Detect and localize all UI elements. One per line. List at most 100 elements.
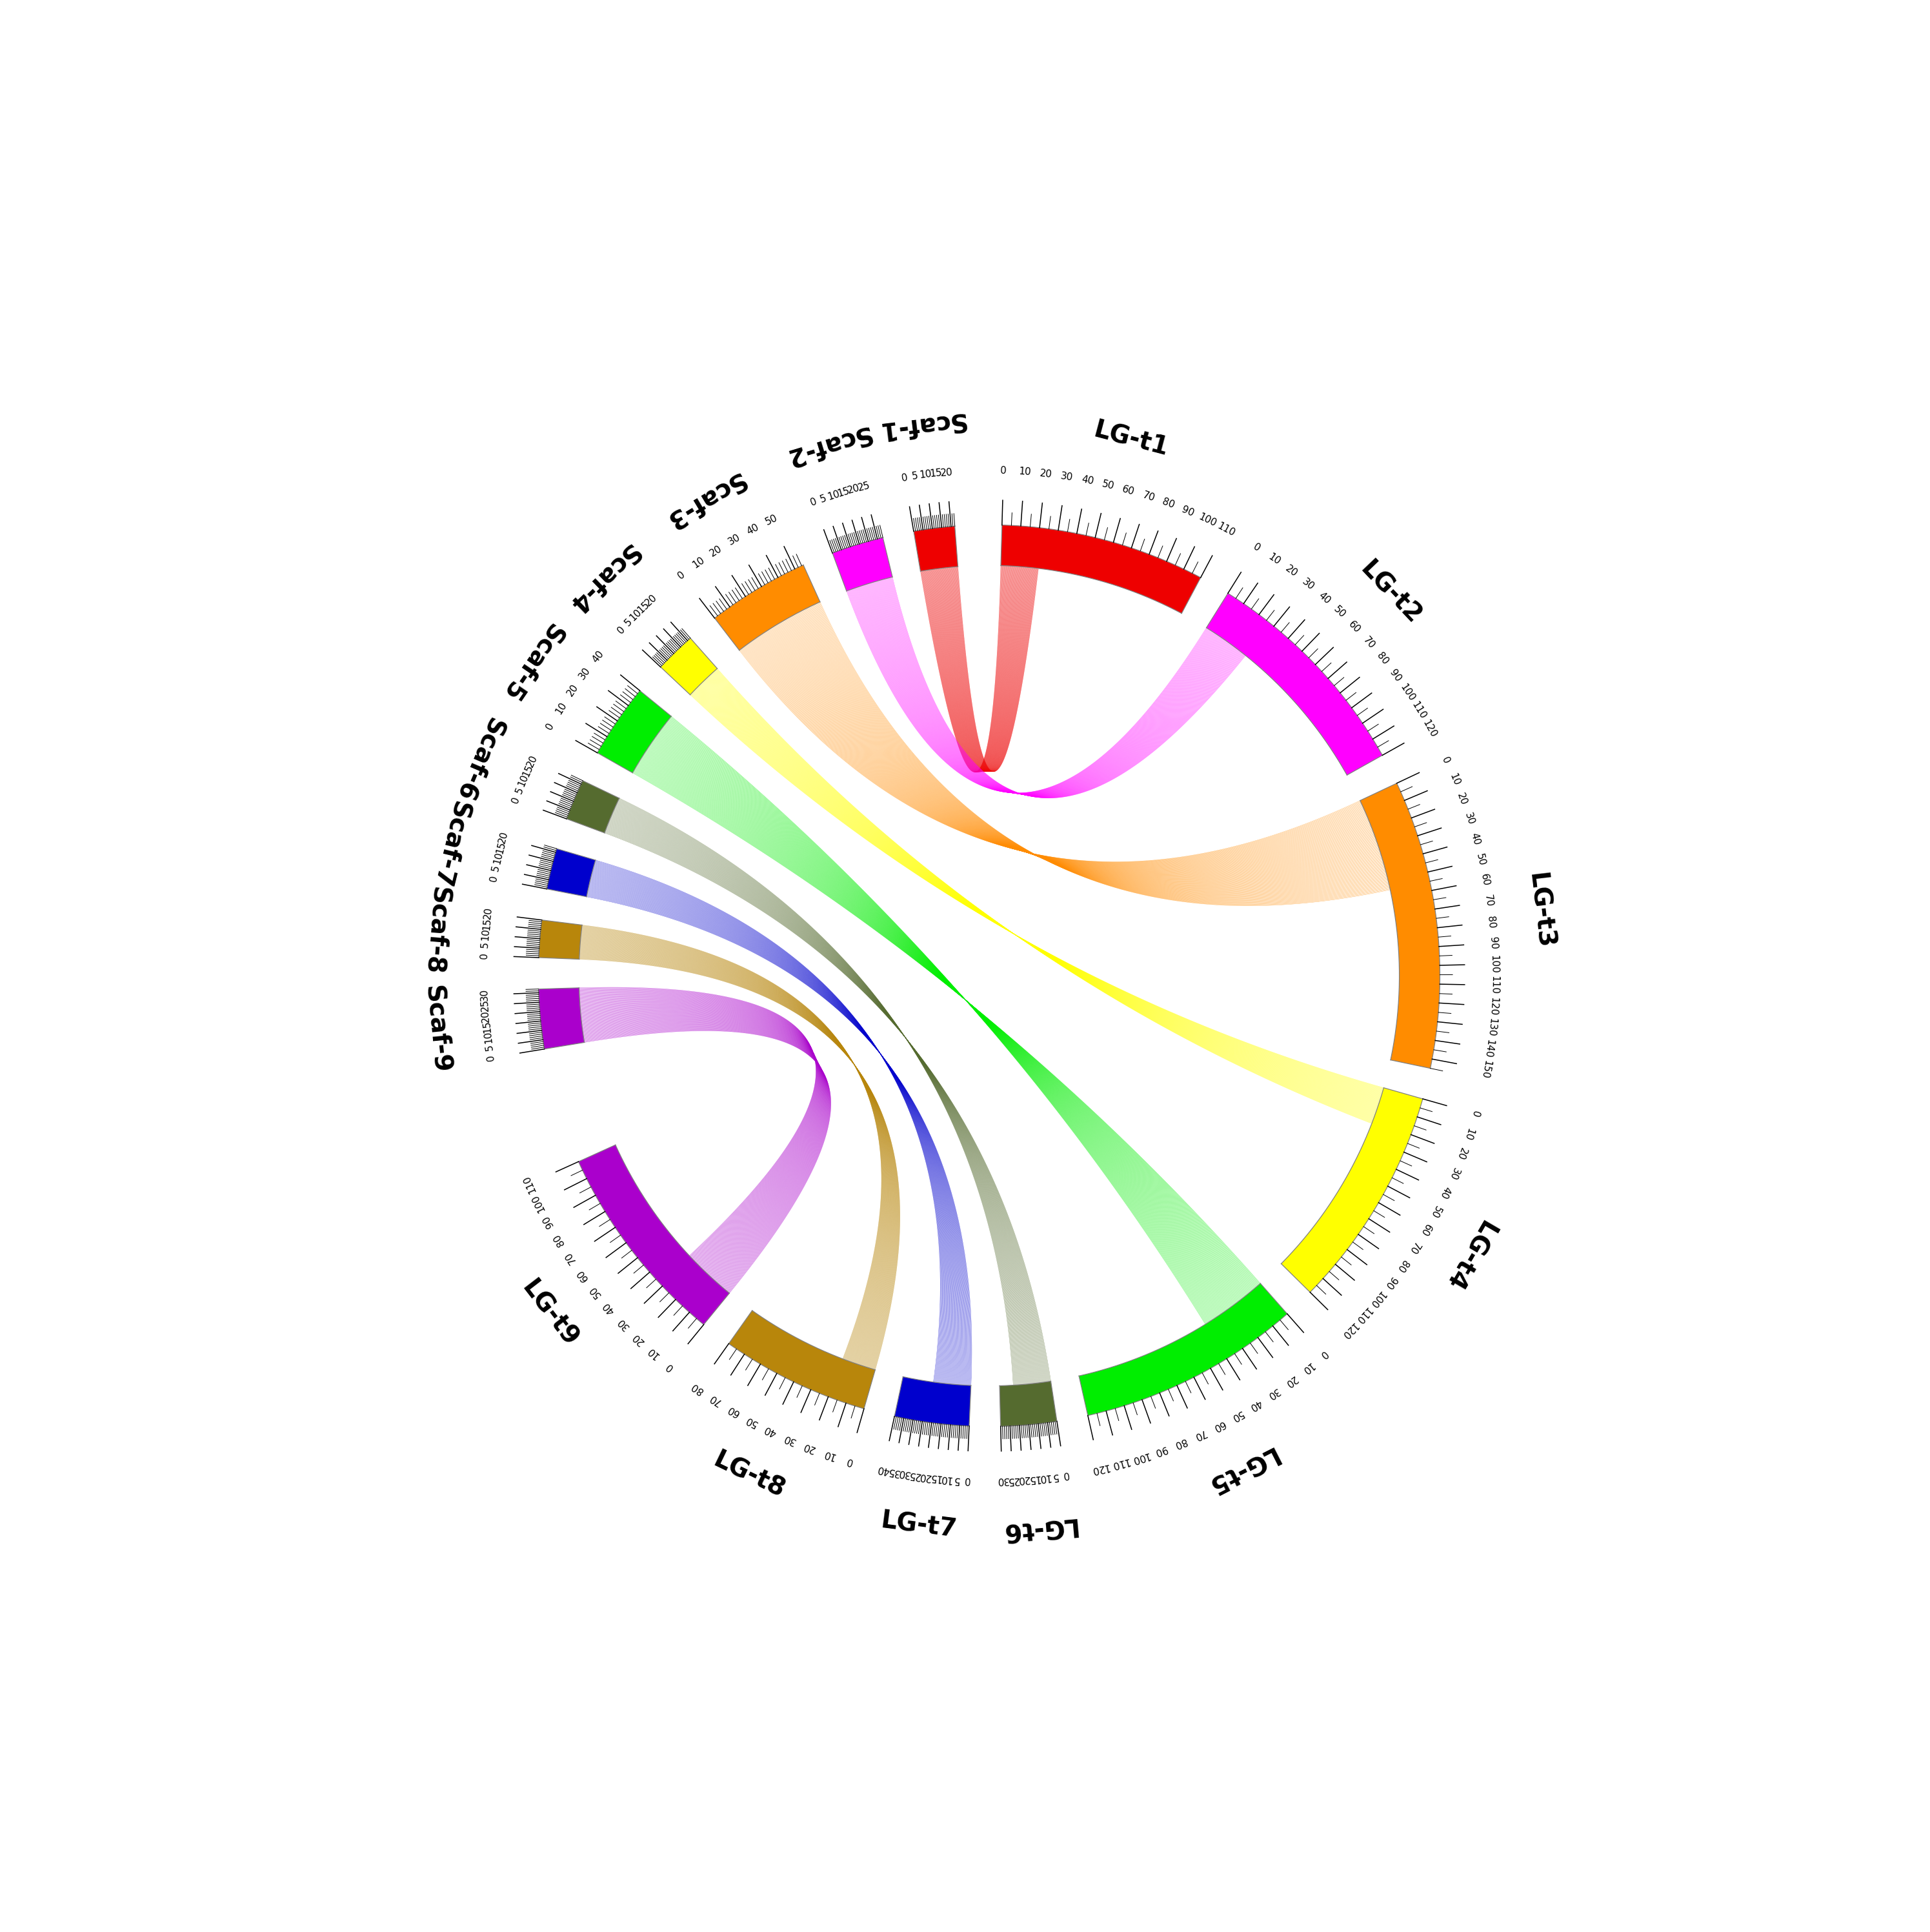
Text: 80: 80 [552, 1233, 565, 1248]
Text: 25: 25 [907, 1468, 921, 1480]
Text: 50: 50 [587, 1283, 602, 1300]
Text: 40: 40 [1081, 475, 1094, 487]
Text: 0: 0 [488, 875, 500, 883]
Text: 50: 50 [1332, 605, 1347, 620]
Text: 30: 30 [1264, 1385, 1282, 1401]
Text: 0: 0 [510, 796, 521, 804]
Text: 120: 120 [1488, 997, 1498, 1016]
Text: 70: 70 [564, 1250, 577, 1265]
Text: 20: 20 [498, 831, 510, 844]
Text: 10: 10 [645, 1345, 662, 1360]
Text: 80: 80 [689, 1379, 704, 1395]
Text: 10: 10 [492, 850, 504, 866]
Text: LG-t8: LG-t8 [708, 1447, 787, 1503]
Text: 40: 40 [591, 649, 606, 665]
Text: 0: 0 [963, 1476, 971, 1486]
Text: 40: 40 [745, 522, 760, 537]
Text: 25: 25 [857, 481, 870, 493]
Text: 30: 30 [479, 989, 490, 1001]
Polygon shape [894, 1378, 971, 1426]
Text: 140: 140 [1482, 1037, 1496, 1059]
Text: 60: 60 [1478, 873, 1490, 887]
Text: 20: 20 [847, 483, 861, 497]
Text: 30: 30 [782, 1432, 797, 1447]
Text: Scaf-3: Scaf-3 [660, 468, 749, 533]
Text: 50: 50 [1229, 1408, 1245, 1422]
Text: 80: 80 [1395, 1258, 1411, 1273]
Text: 40: 40 [762, 1424, 778, 1437]
Text: 10: 10 [554, 699, 569, 715]
Text: 90: 90 [1152, 1443, 1168, 1457]
Text: 30: 30 [996, 1476, 1007, 1486]
Text: 100: 100 [1131, 1449, 1150, 1464]
Text: 5: 5 [818, 493, 828, 504]
Text: 130: 130 [1486, 1018, 1498, 1037]
Text: 15: 15 [521, 763, 535, 779]
Text: LG-t9: LG-t9 [517, 1275, 583, 1350]
Text: 15: 15 [494, 840, 508, 856]
Text: 20: 20 [1017, 1474, 1029, 1484]
Text: 110: 110 [1110, 1457, 1131, 1470]
Polygon shape [538, 920, 583, 958]
Text: 60: 60 [1347, 620, 1363, 636]
Text: 70: 70 [1361, 636, 1376, 651]
Text: 5: 5 [481, 941, 490, 949]
Text: 0: 0 [616, 624, 627, 636]
Polygon shape [596, 690, 672, 773]
Text: 110: 110 [1216, 522, 1237, 539]
Text: Scaf-1: Scaf-1 [876, 408, 967, 442]
Text: 20: 20 [919, 1470, 932, 1482]
Text: 30: 30 [1463, 811, 1476, 827]
Text: 5: 5 [484, 1043, 494, 1051]
Text: 20: 20 [1282, 1374, 1299, 1389]
Text: 70: 70 [706, 1393, 724, 1406]
Text: Scaf-2: Scaf-2 [782, 421, 872, 469]
Text: LG-t2: LG-t2 [1355, 556, 1426, 630]
Text: LG-t4: LG-t4 [1438, 1215, 1498, 1294]
Text: 20: 20 [629, 1331, 647, 1347]
Text: 15: 15 [635, 599, 652, 616]
Text: 10: 10 [1266, 551, 1282, 566]
Text: 10: 10 [1299, 1360, 1314, 1376]
Text: 35: 35 [886, 1466, 901, 1478]
Text: 0: 0 [1062, 1470, 1069, 1480]
Text: 10: 10 [1448, 771, 1461, 786]
Text: Scaf-9: Scaf-9 [421, 983, 454, 1074]
Polygon shape [1002, 526, 1200, 612]
Text: 110: 110 [1409, 699, 1428, 721]
Text: 20: 20 [481, 1009, 490, 1022]
Text: 110: 110 [521, 1173, 537, 1194]
Text: 0: 0 [486, 1055, 496, 1063]
Text: 80: 80 [1173, 1435, 1187, 1449]
Text: 90: 90 [1382, 1275, 1397, 1291]
Text: 0: 0 [481, 952, 490, 958]
Text: 80: 80 [1160, 497, 1175, 510]
Polygon shape [1282, 1088, 1422, 1293]
Polygon shape [660, 638, 718, 696]
Text: 20: 20 [565, 682, 581, 697]
Text: 60: 60 [1419, 1223, 1432, 1238]
Text: 20: 20 [1283, 564, 1299, 580]
Text: 60: 60 [575, 1267, 591, 1283]
Text: 80: 80 [1374, 651, 1390, 667]
Text: 0: 0 [809, 497, 818, 508]
Text: 70: 70 [1482, 895, 1494, 908]
Text: 15: 15 [481, 1020, 492, 1034]
Polygon shape [1079, 1283, 1287, 1416]
Text: 20: 20 [482, 906, 494, 920]
Text: 50: 50 [1475, 852, 1486, 867]
Text: 15: 15 [836, 485, 851, 498]
Text: LG-t1: LG-t1 [1090, 417, 1172, 462]
Text: 40: 40 [1316, 589, 1332, 605]
Text: 60: 60 [1121, 483, 1135, 497]
Text: 100: 100 [531, 1192, 546, 1213]
Text: 120: 120 [1420, 719, 1438, 740]
Text: 50: 50 [743, 1414, 758, 1428]
Text: 70: 70 [1141, 491, 1156, 502]
Polygon shape [913, 526, 957, 572]
Text: 80: 80 [1486, 916, 1496, 929]
Text: 10: 10 [517, 773, 531, 788]
Text: 20: 20 [1455, 1146, 1469, 1161]
Text: 40: 40 [876, 1463, 890, 1476]
Text: 60: 60 [726, 1403, 741, 1418]
